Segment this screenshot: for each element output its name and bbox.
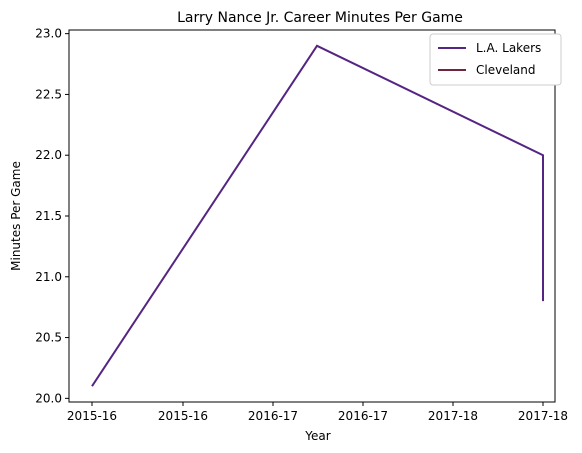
x-tick-label: 2017-18 — [428, 409, 478, 423]
y-tick-label: 21.0 — [35, 270, 62, 284]
y-tick-label: 23.0 — [35, 27, 62, 41]
x-axis-title: Year — [304, 429, 330, 443]
series-line-0 — [91, 44, 544, 387]
y-tick-label: 22.5 — [35, 87, 62, 101]
x-tick-label: 2016-17 — [338, 409, 388, 423]
y-tick-label: 20.0 — [35, 391, 62, 405]
y-tick-label: 20.5 — [35, 331, 62, 345]
legend-label-cleveland: Cleveland — [476, 63, 536, 77]
legend: L.A. Lakers Cleveland — [429, 33, 562, 86]
axes-layer: 20.0 20.5 21.0 21.5 22.0 22.5 23.0 2015-16 2015-… — [35, 27, 568, 423]
x-tick-label: 2016-17 — [248, 409, 298, 423]
y-tick-label: 21.5 — [35, 209, 62, 223]
x-tick-label: 2017-18 — [518, 409, 568, 423]
x-tick-label: 2015-16 — [158, 409, 208, 423]
chart-title: Larry Nance Jr. Career Minutes Per Game — [177, 10, 463, 26]
y-tick-label: 22.0 — [35, 148, 62, 162]
x-tick-label: 2015-16 — [67, 409, 117, 423]
y-axis-title: Minutes Per Game — [9, 161, 23, 271]
legend-label-lakers: L.A. Lakers — [476, 41, 541, 55]
legend-frame — [429, 33, 562, 86]
plot-layer — [91, 44, 544, 387]
